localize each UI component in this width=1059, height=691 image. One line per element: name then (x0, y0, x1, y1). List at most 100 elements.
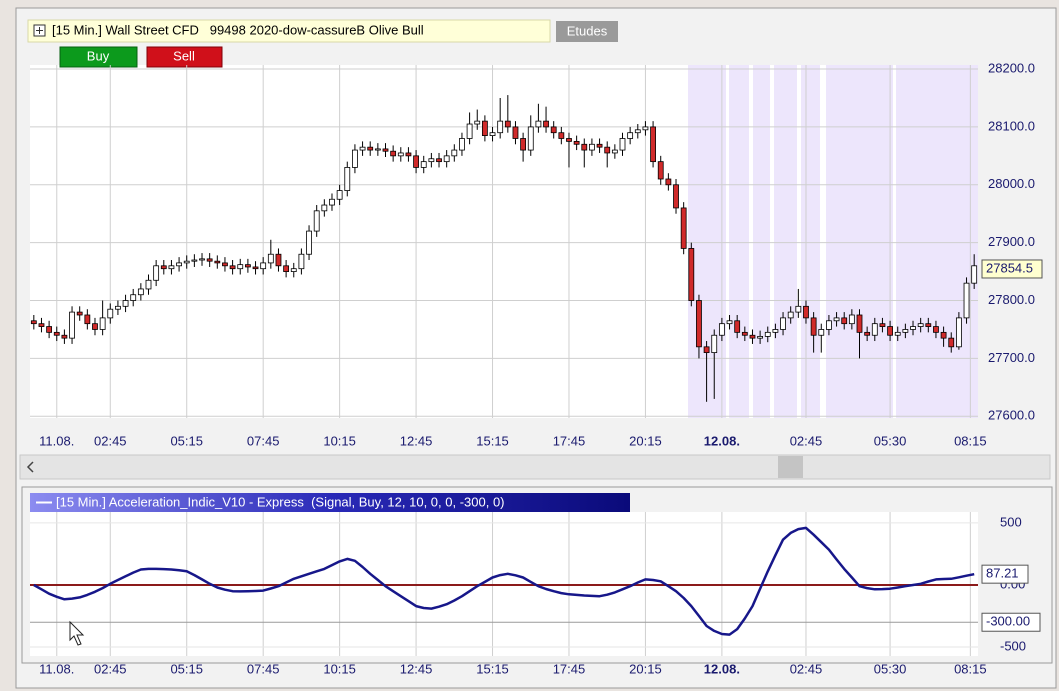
candle-body (199, 258, 205, 261)
candle-body (749, 334, 756, 339)
candle-body (803, 305, 809, 319)
y-tick-label: 28100.0 (988, 118, 1035, 133)
level-box (981, 612, 1041, 632)
candle-body (497, 120, 504, 134)
candle-body (917, 323, 924, 327)
candle-body (948, 337, 955, 348)
candle-body (260, 262, 267, 270)
studies-button[interactable] (556, 21, 618, 42)
x-tick-label: 02:45 (94, 661, 127, 676)
candle-body (413, 155, 419, 168)
last-price-label: 27854.5 (986, 260, 1033, 275)
candle-body (512, 126, 519, 139)
x-tick-label: 05:15 (170, 661, 203, 676)
candle-body (604, 146, 611, 154)
candle-body (344, 167, 351, 191)
candle-body (925, 323, 932, 327)
candle-body (718, 323, 725, 336)
candle-body (451, 149, 458, 157)
candle-body (92, 323, 98, 330)
candle-body (657, 161, 664, 180)
x-tick-label: 12:45 (400, 433, 433, 448)
candle-body (137, 288, 144, 296)
candle-body (336, 190, 343, 200)
candle-body (566, 138, 572, 142)
buy-button-label[interactable]: Buy (87, 48, 110, 63)
candle-body (321, 204, 328, 212)
session-gap (726, 65, 729, 418)
candle-body (504, 120, 511, 128)
x-tick-label: 02:45 (790, 661, 823, 676)
candle-body (741, 331, 748, 336)
candle-body (688, 248, 695, 301)
scroll-left[interactable] (26, 461, 34, 473)
x-tick-label: 02:45 (94, 433, 127, 448)
x-tick-label: 20:15 (629, 433, 662, 448)
candle-body (252, 266, 259, 270)
session-shade (688, 65, 978, 418)
candle-body (130, 294, 137, 301)
candle-body (680, 207, 687, 249)
studies-button-label[interactable]: Etudes (567, 23, 608, 38)
x-tick-label: 17:45 (553, 433, 586, 448)
scrollbar[interactable] (19, 454, 1051, 480)
y-tick-label: 28000.0 (988, 176, 1035, 191)
candle-body (726, 320, 733, 325)
sell-button-label[interactable]: Sell (173, 48, 195, 63)
candle-body (818, 329, 825, 336)
candle-body (382, 148, 389, 152)
candle-body (955, 317, 962, 348)
x-tick-label: 08:15 (954, 433, 987, 448)
candle-body (244, 264, 251, 268)
x-tick-label: 15:15 (476, 661, 509, 676)
candle-body (153, 265, 160, 281)
candle-body (933, 326, 939, 333)
candle-body (642, 126, 649, 131)
indicator-line (33, 526, 975, 636)
candle-body (229, 265, 236, 270)
candle-body (107, 308, 114, 319)
candle-body (558, 132, 565, 139)
candle-body (826, 320, 832, 330)
candle-body (275, 253, 282, 267)
candle-body (84, 314, 91, 325)
candle-body (428, 158, 435, 163)
last-price-box (981, 259, 1043, 279)
candle-body (145, 279, 152, 290)
candle-body (902, 329, 909, 333)
candle-body (848, 314, 855, 325)
candle-body (443, 155, 450, 163)
candle-body (887, 326, 893, 336)
candle-body (673, 184, 679, 209)
sell-button[interactable] (146, 46, 223, 68)
scroll-thumb[interactable] (778, 456, 803, 478)
mouse-cursor (69, 620, 85, 646)
x-tick-label: 17:45 (553, 661, 586, 676)
candle-body (879, 323, 886, 327)
candle-body (910, 326, 916, 330)
candle-body (971, 265, 978, 284)
candle-body (650, 126, 656, 163)
y-tick-label: -500 (1000, 638, 1026, 653)
y-tick-label: 28200.0 (988, 60, 1035, 75)
x-tick-label: 07:45 (247, 433, 280, 448)
candle-body (841, 317, 848, 325)
candle-body (329, 198, 335, 206)
candle-body (283, 265, 290, 272)
buy-button[interactable] (59, 46, 138, 68)
candle-body (619, 138, 626, 151)
candle-body (436, 158, 442, 163)
candle-body (374, 148, 381, 151)
x-tick-label: 12:45 (400, 661, 433, 676)
candle-body (168, 265, 175, 270)
candle-body (206, 258, 213, 262)
candle-body (46, 326, 53, 333)
candle-body (527, 126, 534, 151)
header-title: [15 Min.] Wall Street CFD 99498 2020-dow… (52, 22, 424, 37)
candle-body (711, 334, 718, 354)
candle-body (634, 129, 641, 134)
candle-body (160, 265, 167, 270)
candle-body (191, 259, 198, 262)
candle-body (894, 331, 901, 336)
